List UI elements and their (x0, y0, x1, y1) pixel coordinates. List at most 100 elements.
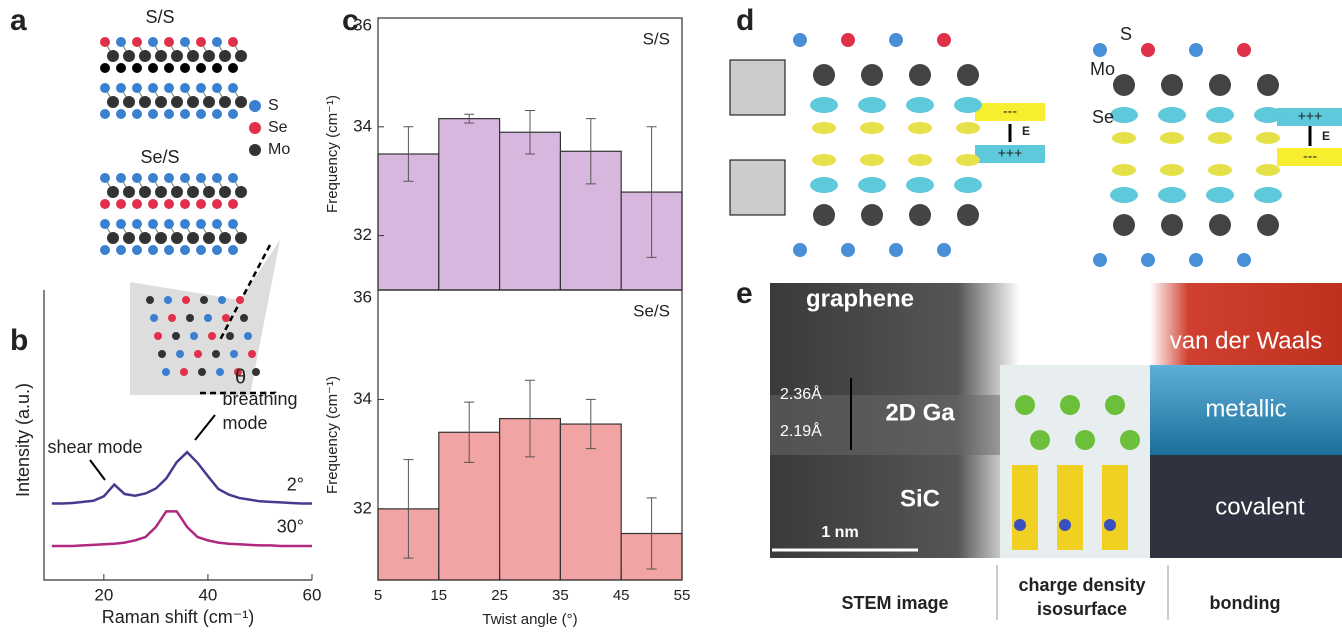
atom (909, 64, 931, 86)
charge-lobe (1208, 132, 1232, 144)
atom (187, 96, 199, 108)
atom (793, 33, 807, 47)
atom (100, 199, 110, 209)
atom (164, 296, 172, 304)
charge-lobe (1208, 164, 1232, 176)
atom (841, 243, 855, 257)
atom (1093, 43, 1107, 57)
atom (212, 219, 222, 229)
y-axis-label: Frequency (cm⁻¹) (324, 95, 341, 213)
atom (155, 232, 167, 244)
charge-lobe (860, 154, 884, 166)
atom (123, 96, 135, 108)
charge-lobe (956, 122, 980, 134)
x-tick-label: 25 (491, 587, 508, 604)
atom (180, 83, 190, 93)
atom (148, 219, 158, 229)
atom (100, 63, 110, 73)
atom (1014, 519, 1026, 531)
atom (1120, 430, 1140, 450)
charge-lobe (812, 154, 836, 166)
atom (203, 186, 215, 198)
y-tick-label: 34 (353, 116, 372, 135)
series-label: 2° (287, 474, 304, 494)
x-tick-label: 45 (613, 587, 630, 604)
atom (240, 314, 248, 322)
charge-lobe (908, 122, 932, 134)
atom (164, 109, 174, 119)
atom (957, 204, 979, 226)
atom (1093, 253, 1107, 267)
atom (219, 96, 231, 108)
y-tick-label: 32 (353, 225, 372, 244)
atom (180, 368, 188, 376)
atom (212, 63, 222, 73)
atom (190, 332, 198, 340)
atom (861, 64, 883, 86)
atom (172, 332, 180, 340)
atom (107, 232, 119, 244)
atom (841, 33, 855, 47)
atom (180, 173, 190, 183)
charge-lobe (1254, 187, 1282, 203)
atom (148, 83, 158, 93)
y-tick-label: 36 (353, 15, 372, 34)
atom (164, 37, 174, 47)
atom (228, 245, 238, 255)
atom (208, 332, 216, 340)
atom (1060, 395, 1080, 415)
atom (235, 50, 247, 62)
x-tick-label: 35 (552, 587, 569, 604)
atom (1161, 74, 1183, 96)
x-tick-label: 40 (198, 585, 217, 604)
label: metallic (1205, 395, 1286, 422)
charge-lobe (1110, 187, 1138, 203)
charge-lobe (1110, 107, 1138, 123)
x-tick-label: 55 (674, 587, 691, 604)
atom (100, 219, 110, 229)
label: --- (1303, 148, 1317, 164)
atom (813, 64, 835, 86)
atom (235, 96, 247, 108)
y-tick-label: 32 (353, 498, 372, 517)
atom (228, 37, 238, 47)
chart-title: S/S (643, 29, 670, 48)
atom (116, 173, 126, 183)
charge-lobe (906, 177, 934, 193)
label: bonding (1210, 593, 1281, 613)
atom (176, 350, 184, 358)
x-tick-label: 60 (303, 585, 322, 604)
atom (212, 109, 222, 119)
x-tick-label: 15 (430, 587, 447, 604)
atom (139, 232, 151, 244)
atom (116, 219, 126, 229)
label: 2D Ga (885, 399, 955, 426)
annotation: breathing (222, 389, 297, 409)
atom (1113, 214, 1135, 236)
atom (1015, 395, 1035, 415)
charge-lobe (858, 97, 886, 113)
atom (219, 232, 231, 244)
legend-label: Se (268, 119, 288, 136)
atom (186, 314, 194, 322)
atom (212, 83, 222, 93)
bar (500, 132, 561, 290)
atom (116, 37, 126, 47)
atom (1113, 74, 1135, 96)
x-axis-label: Twist angle (°) (482, 611, 577, 627)
label: E (1022, 124, 1030, 138)
atom (203, 50, 215, 62)
series-label: 30° (277, 517, 304, 537)
zoom-inset (730, 160, 785, 215)
atom (937, 33, 951, 47)
atom (154, 332, 162, 340)
charge-lobe (956, 154, 980, 166)
atom (194, 350, 202, 358)
chart-title: Se/S (633, 301, 670, 320)
atom (196, 63, 206, 73)
charge-lobe (908, 154, 932, 166)
charge-lobe (1160, 164, 1184, 176)
atom (180, 219, 190, 229)
atom (132, 109, 142, 119)
atom (228, 199, 238, 209)
